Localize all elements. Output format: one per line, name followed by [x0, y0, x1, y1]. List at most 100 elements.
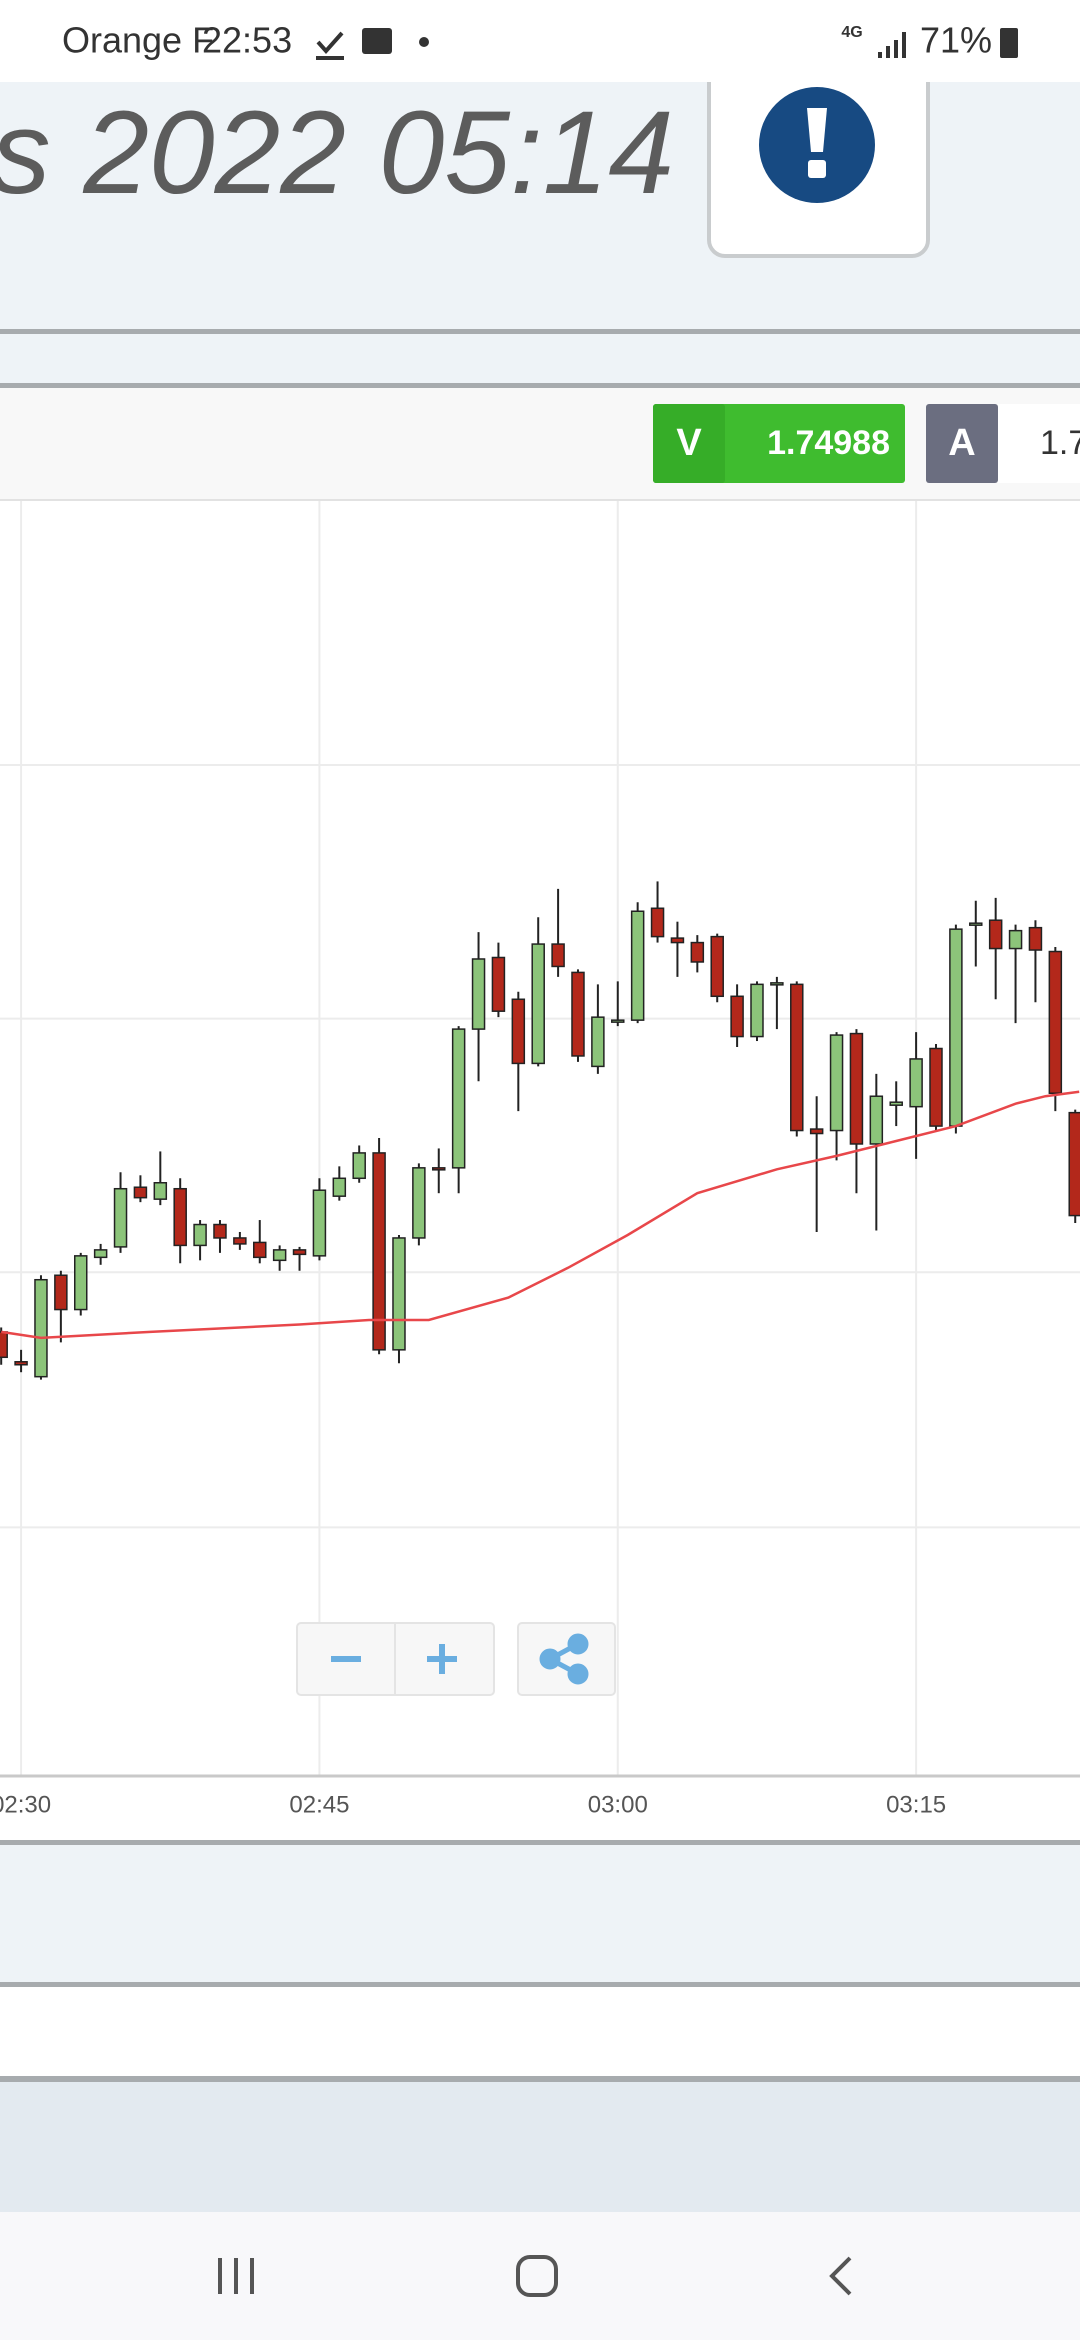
candle-body: [113, 1187, 128, 1248]
candle-body: [173, 1187, 187, 1247]
band: [0, 2082, 1080, 2212]
share-icon: [539, 1633, 589, 1685]
candle-body: [710, 935, 724, 998]
band: [0, 334, 1080, 384]
candle-body: [1048, 950, 1063, 1094]
share-button[interactable]: [517, 1622, 616, 1696]
candle-body: [849, 1032, 864, 1145]
candle-body: [491, 956, 506, 1012]
moving-average-line: [1, 1090, 1080, 1340]
ask-label-box[interactable]: [926, 404, 998, 483]
candle-body: [372, 1152, 386, 1351]
candle-body: [213, 1223, 227, 1239]
candle-body: [531, 943, 545, 1065]
recents-button[interactable]: [218, 2258, 254, 2294]
band: [0, 1987, 1080, 2076]
candle-body: [74, 1255, 88, 1311]
candle-body: [511, 998, 526, 1065]
carrier: Orange F: [62, 20, 214, 61]
divider: [0, 1982, 1080, 1987]
ask-price: 1.7: [1040, 424, 1080, 462]
candle-body: [34, 1278, 48, 1378]
candle-body: [551, 943, 565, 968]
candle-body: [292, 1249, 307, 1256]
bid-price: 1.74988: [767, 424, 890, 462]
candle-body: [770, 982, 784, 986]
candle-body: [670, 937, 685, 944]
candle-body: [54, 1274, 68, 1311]
x-tick-label: 02:45: [289, 1791, 349, 1818]
x-tick-label: 03:00: [588, 1791, 648, 1818]
battery-level: 71%: [920, 20, 992, 61]
candle-body: [233, 1237, 247, 1245]
candle-body: [193, 1223, 207, 1247]
candle-body: [412, 1167, 426, 1239]
ask-box[interactable]: [998, 404, 1080, 483]
candle-body: [591, 1016, 605, 1068]
x-tick-label: 03:15: [886, 1791, 946, 1818]
divider: [0, 329, 1080, 334]
clock: 22:53: [202, 20, 292, 61]
divider: [0, 383, 1080, 388]
x-axis: 02:30 02:45 03:00 03:15: [0, 1791, 946, 1818]
alert-mark: [807, 108, 827, 152]
band: [0, 1845, 1080, 1982]
candle-body: [869, 1095, 884, 1145]
dot-icon: [419, 37, 429, 47]
divider: [0, 2076, 1080, 2082]
candles: [0, 881, 1080, 1380]
x-tick-label: 02:30: [0, 1791, 51, 1818]
candle-body: [272, 1249, 287, 1262]
candle-body: [949, 928, 963, 1127]
candle-body: [829, 1034, 844, 1132]
signal-icon: [878, 32, 906, 58]
zoom-in[interactable]: [427, 1644, 457, 1674]
candle-body: [471, 958, 486, 1030]
candle-body: [750, 983, 764, 1038]
bid-label: V: [676, 422, 702, 464]
candle-body: [909, 1058, 923, 1108]
candle-body: [451, 1028, 466, 1169]
grid: [0, 501, 1080, 1775]
candle-body: [0, 1331, 8, 1359]
candle-body: [312, 1189, 327, 1257]
toolbar: [0, 388, 1080, 501]
candle-body: [153, 1182, 168, 1200]
image-icon: [362, 28, 392, 54]
candle-body: [392, 1237, 406, 1351]
candle-body: [690, 941, 705, 963]
candle-body: [969, 922, 983, 926]
candle-body: [611, 1019, 625, 1023]
nav-bar: [0, 2212, 1080, 2340]
candle-body: [93, 1249, 108, 1259]
candle-body: [14, 1361, 28, 1366]
candle-body: [650, 907, 665, 938]
candle-body: [432, 1167, 446, 1171]
candle-body: [809, 1128, 824, 1135]
check-icon: [316, 31, 344, 60]
ask-label: A: [948, 422, 975, 464]
candle-body: [332, 1177, 347, 1197]
candle-body: [1028, 926, 1043, 951]
candle-body: [1008, 929, 1023, 950]
candle-body: [889, 1101, 903, 1106]
alert-dot: [808, 160, 826, 178]
candle-body: [133, 1186, 148, 1199]
candle-body: [730, 995, 744, 1038]
back-button[interactable]: [829, 2256, 852, 2296]
candle-body: [571, 971, 585, 1057]
battery-icon: [1000, 28, 1018, 58]
candle-body: [929, 1047, 943, 1127]
candle-body: [253, 1241, 267, 1259]
bid-label-box: [653, 404, 725, 483]
home-button[interactable]: [516, 2255, 558, 2297]
candle-body: [352, 1152, 366, 1180]
divider: [0, 1840, 1080, 1845]
candle-body: [1068, 1111, 1080, 1217]
header-title: rs 2022 05:14: [0, 87, 674, 219]
candle-body: [988, 919, 1003, 950]
candle-body: [790, 983, 804, 1132]
status-bar: [0, 0, 1080, 82]
network: 4G: [841, 24, 862, 41]
